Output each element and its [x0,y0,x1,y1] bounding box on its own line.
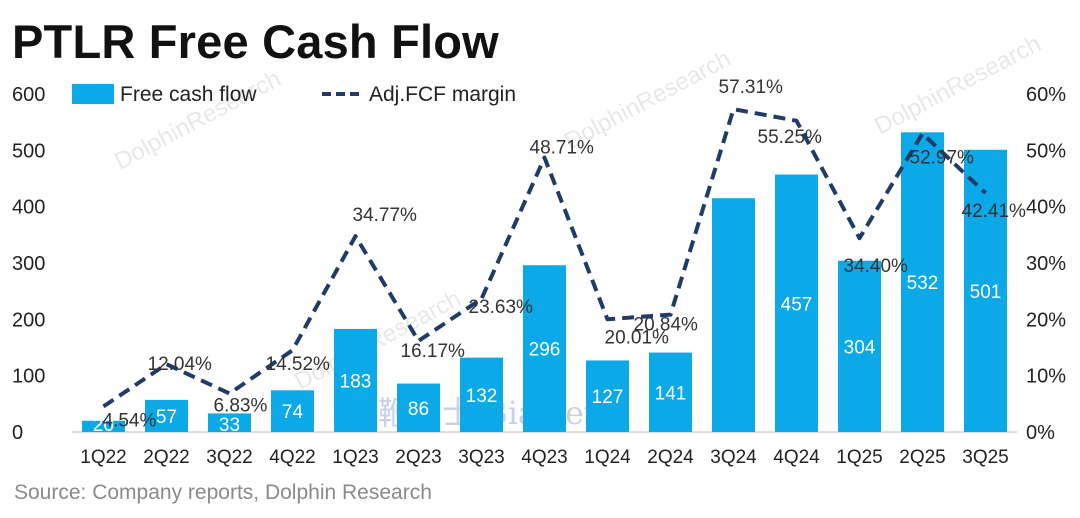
y-left-tick-label: 200 [12,309,45,331]
category-labels: 1Q22 2Q22 3Q22 4Q22 1Q23 2Q23 3Q23 4Q23 1Q24 2Q24… [80,447,1008,468]
x-tick-label: 1Q24 [584,447,631,468]
fcf-bar [964,149,1007,432]
x-tick-label: 3Q25 [962,447,1008,468]
fcf-bar-label: 86 [408,399,429,420]
x-tick-label: 1Q23 [332,447,378,468]
margin-label: 23.63% [469,297,534,318]
y-right-tick-label: 20% [1026,309,1066,331]
fcf-bar [712,198,755,432]
x-tick-label: 2Q25 [899,447,945,468]
x-tick-label: 3Q22 [206,447,252,468]
fcf-bar-label: 501 [970,282,1002,303]
fcf-bar [586,360,629,432]
legend-label-bar: Free cash flow [120,83,257,106]
x-tick-label: 1Q25 [836,447,882,468]
x-tick-label: 2Q24 [647,447,694,468]
fcf-bar-label: 304 [844,337,876,358]
margin-label: 57.31% [719,77,784,98]
margin-label: 4.54% [103,410,157,431]
fcf-bar-label: 532 [907,273,939,294]
fcf-bar-label: 132 [466,386,498,407]
x-tick-label: 2Q22 [143,447,189,468]
y-right-tick-label: 30% [1026,253,1066,275]
fcf-bar-label: 183 [340,371,372,392]
margin-label: 6.83% [214,396,268,417]
y-left-tick-label: 0 [12,422,23,444]
fcf-bar-label: 57 [156,407,177,428]
fcf-bar [271,390,314,432]
x-tick-label: 4Q24 [773,447,820,468]
fcf-bar-label: 33 [219,415,240,436]
y-left-tick-label: 400 [12,197,45,219]
x-tick-label: 3Q23 [458,447,504,468]
y-right-tick-label: 60% [1026,84,1066,106]
margin-label: 48.71% [530,138,595,159]
fcf-bar [838,260,881,432]
margin-label: 52.97% [910,148,975,169]
y-right-tick-label: 0% [1026,422,1055,444]
fcf-bar [82,420,125,432]
fcf-bar-label: 457 [781,294,813,315]
margin-label: 34.40% [844,256,909,277]
margin-label: 55.25% [758,127,823,148]
margin-label: 42.41% [962,201,1027,222]
legend: Free cash flow Adj.FCF margin [72,83,516,106]
fcf-bar [901,132,944,432]
margin-label: 34.77% [353,205,418,226]
margin-labels: 4.54% 12.04%6.83% 14.52% 34.77% 16.17% 23.63%… [103,77,1027,431]
y-right-tick-label: 10% [1026,366,1066,388]
legend-label-line: Adj.FCF margin [369,83,516,106]
x-tick-label: 4Q23 [521,447,567,468]
margin-label: 14.52% [266,354,331,375]
fcf-bar [145,399,188,432]
fcf-bar [460,357,503,432]
fcf-bar-label: 296 [529,340,561,361]
bars [82,132,1007,432]
fcf-bar-label: 74 [282,402,304,423]
bar-labels: 20 57 33 74 183 86 132 296 127 141 457 304 532 501 [93,273,1001,436]
margin-label: 12.04% [148,354,213,375]
margin-label: 20.84% [634,315,699,336]
fcf-bar [523,265,566,432]
fcf-bar [208,413,251,432]
x-tick-label: 4Q22 [269,447,315,468]
chart-title: PTLR Free Cash Flow [12,15,499,68]
fcf-bar-label: 141 [655,383,687,404]
y-left-tick-label: 500 [12,140,45,162]
y-left-tick-label: 600 [12,84,45,106]
fcf-bar [775,174,818,432]
x-tick-label: 3Q24 [710,447,757,468]
fcf-bar-label: 127 [592,387,624,408]
margin-line [102,107,987,409]
margin-label: 20.01% [605,327,670,348]
legend-swatch-bar [72,84,114,104]
watermark-text: DolphinResearch [110,65,285,175]
y-right-tick-label: 50% [1026,140,1066,162]
adj-fcf-margin-line [102,107,987,409]
fcf-bar [397,383,440,432]
margin-label: 16.17% [401,341,466,362]
source-note: Source: Company reports, Dolphin Researc… [14,481,432,504]
y-right-tick-label: 40% [1026,197,1066,219]
y-left-tick-label: 100 [12,366,45,388]
x-tick-label: 1Q22 [80,447,126,468]
fcf-bar [334,328,377,432]
fcf-bar-label: 20 [93,415,114,436]
fcf-bar [649,352,692,432]
x-tick-label: 2Q23 [395,447,441,468]
watermark-text: DolphinResearch [870,30,1045,140]
y-left-tick-label: 300 [12,253,45,275]
